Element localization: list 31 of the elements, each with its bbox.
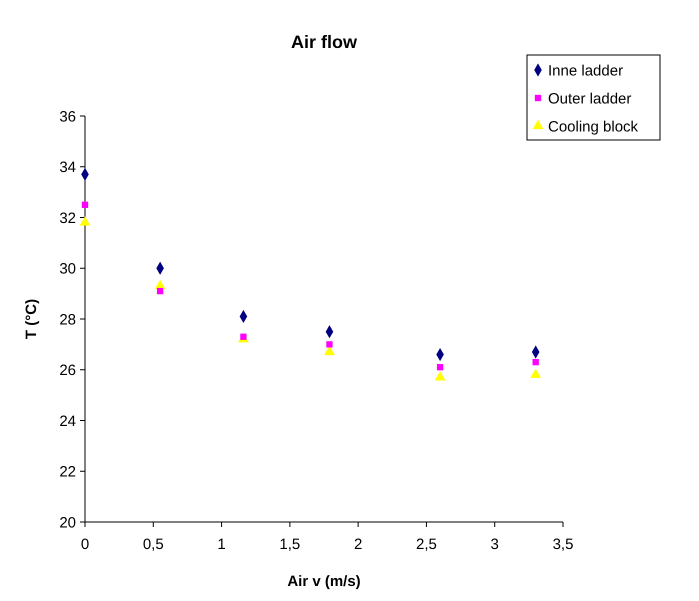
x-axis-title: Air v (m/s) (287, 573, 361, 590)
point (326, 341, 333, 348)
x-tick-label: 1 (217, 536, 226, 553)
point (532, 358, 539, 366)
point (80, 216, 90, 226)
point (434, 371, 446, 380)
y-tick-label: 22 (59, 464, 76, 480)
x-tick-label: 2 (354, 536, 362, 553)
point (530, 368, 542, 378)
y-tick-label: 30 (59, 260, 76, 278)
point (82, 202, 88, 208)
y-tick-label: 28 (59, 311, 76, 328)
x-tick-label: 2,5 (416, 536, 437, 553)
y-tick-label: 24 (59, 412, 76, 430)
y-tick-label: 20 (59, 514, 76, 532)
legend-label: Cooling block (548, 118, 639, 136)
y-tick-label: 26 (59, 362, 76, 379)
y-tick-label: 34 (59, 159, 76, 176)
point (156, 288, 164, 294)
legend-label: Outer ladder (548, 90, 632, 108)
chart-title: Air flow (291, 32, 358, 52)
y-axis-title: T (°C) (23, 298, 40, 340)
x-tick-label: 0 (80, 536, 90, 553)
x-tick-label: 3 (490, 536, 499, 553)
point (436, 364, 444, 370)
y-tick-label: 32 (59, 210, 76, 227)
y-tick-label: 36 (59, 108, 76, 126)
x-tick-label: 0,5 (142, 536, 164, 553)
x-tick-label: 1,5 (279, 536, 300, 553)
legend-label: Inne ladder (548, 62, 624, 80)
x-tick-label: 3,5 (552, 536, 574, 553)
